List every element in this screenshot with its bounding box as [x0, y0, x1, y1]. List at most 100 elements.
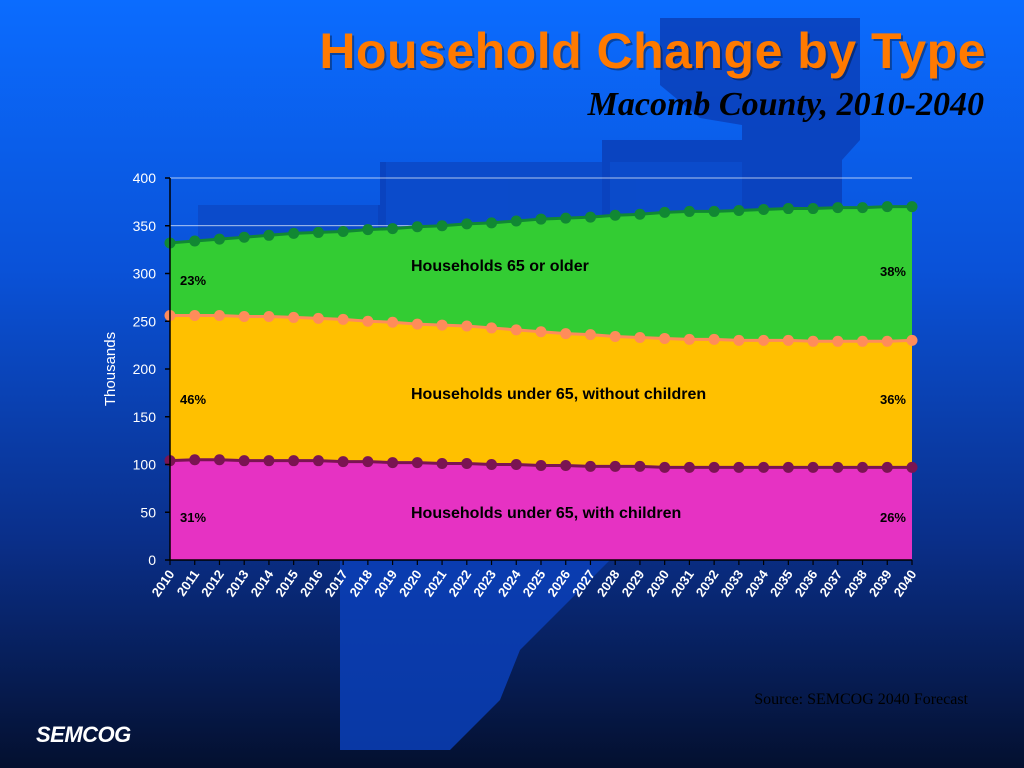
end-share-label: 38% — [880, 264, 906, 279]
data-point-series-1 — [535, 326, 547, 338]
data-point-series-0 — [486, 459, 498, 470]
data-point-series-2 — [758, 204, 770, 216]
data-point-series-0 — [634, 460, 646, 472]
data-point-series-0 — [758, 461, 770, 473]
data-point-series-2 — [807, 203, 819, 215]
data-point-series-2 — [238, 231, 250, 243]
data-point-series-0 — [609, 460, 621, 472]
page-title: Household Change by Type — [319, 23, 986, 79]
x-tick-label: 2018 — [346, 567, 375, 599]
x-tick-label: 2034 — [742, 566, 771, 599]
x-tick-label: 2039 — [866, 567, 895, 599]
data-point-series-1 — [337, 313, 349, 325]
start-share-label: 23% — [180, 273, 206, 288]
area-fill-series-2 — [170, 206, 912, 342]
data-point-series-0 — [263, 455, 275, 467]
data-point-series-2 — [733, 204, 745, 216]
data-point-series-0 — [510, 459, 522, 470]
data-point-series-0 — [584, 460, 596, 472]
x-tick-label: 2028 — [594, 567, 623, 599]
data-point-series-2 — [213, 233, 225, 245]
x-tick-label: 2017 — [322, 567, 351, 599]
data-point-series-2 — [189, 235, 201, 247]
data-point-series-2 — [584, 211, 596, 223]
x-tick-label: 2020 — [396, 567, 425, 599]
data-point-series-1 — [510, 324, 522, 336]
data-point-series-1 — [807, 335, 819, 347]
data-point-series-0 — [189, 454, 201, 466]
data-point-series-2 — [906, 201, 918, 213]
data-point-series-0 — [782, 461, 794, 473]
x-tick-label: 2035 — [767, 567, 796, 599]
x-tick-label: 2024 — [495, 566, 524, 599]
data-point-series-0 — [807, 461, 819, 473]
y-tick-label: 150 — [133, 409, 157, 425]
data-point-series-1 — [683, 333, 695, 345]
x-tick-label: 2031 — [668, 567, 697, 599]
y-tick-label: 100 — [133, 457, 157, 473]
data-point-series-0 — [906, 461, 918, 473]
data-point-series-1 — [238, 310, 250, 322]
x-tick-label: 2013 — [223, 567, 252, 599]
data-point-series-1 — [832, 335, 844, 347]
data-point-series-1 — [436, 319, 448, 331]
data-point-series-2 — [510, 215, 522, 227]
y-tick-label: 50 — [140, 504, 156, 520]
x-tick-label: 2026 — [544, 567, 573, 599]
y-tick-label: 200 — [133, 361, 157, 377]
area-fill-series-1 — [170, 315, 912, 468]
data-point-series-2 — [634, 208, 646, 220]
data-point-series-1 — [659, 332, 671, 344]
start-share-label: 46% — [180, 392, 206, 407]
data-point-series-2 — [436, 220, 448, 232]
data-point-series-0 — [461, 458, 473, 470]
data-point-series-0 — [857, 461, 869, 473]
page-subtitle: Macomb County, 2010-2040 — [587, 86, 984, 123]
y-tick-label: 400 — [133, 170, 157, 186]
y-tick-label: 300 — [133, 266, 157, 282]
data-point-series-0 — [659, 461, 671, 473]
y-tick-label: 350 — [133, 218, 157, 234]
x-tick-label: 2022 — [445, 567, 474, 599]
x-tick-label: 2040 — [891, 567, 920, 599]
x-tick-label: 2010 — [149, 567, 178, 599]
data-point-series-1 — [362, 315, 374, 327]
y-tick-label: 250 — [133, 313, 157, 329]
data-point-series-0 — [733, 461, 745, 473]
data-point-series-1 — [486, 322, 498, 334]
data-point-series-1 — [708, 333, 720, 345]
x-tick-label: 2015 — [272, 567, 301, 599]
data-point-series-0 — [881, 461, 893, 473]
data-point-series-0 — [238, 455, 250, 467]
data-point-series-1 — [857, 335, 869, 347]
data-point-series-2 — [708, 205, 720, 217]
x-tick-label: 2032 — [693, 567, 722, 599]
data-point-series-1 — [461, 320, 473, 332]
x-tick-label: 2016 — [297, 567, 326, 599]
data-point-series-1 — [189, 310, 201, 322]
x-tick-label: 2027 — [569, 567, 598, 599]
data-point-series-2 — [312, 226, 324, 238]
data-point-series-0 — [362, 456, 374, 468]
x-tick-label: 2014 — [248, 566, 277, 599]
data-point-series-0 — [683, 461, 695, 473]
data-point-series-2 — [387, 223, 399, 235]
data-point-series-1 — [213, 310, 225, 322]
data-point-series-2 — [881, 201, 893, 213]
data-point-series-1 — [288, 311, 300, 323]
data-point-series-2 — [486, 217, 498, 229]
data-point-series-1 — [758, 334, 770, 346]
data-point-series-0 — [312, 455, 324, 467]
data-point-series-1 — [263, 310, 275, 322]
data-point-series-1 — [634, 331, 646, 343]
x-tick-label: 2023 — [470, 567, 499, 599]
x-tick-label: 2029 — [619, 567, 648, 599]
data-point-series-2 — [659, 206, 671, 218]
data-point-series-1 — [609, 331, 621, 343]
y-tick-label: 0 — [148, 552, 156, 568]
data-point-series-0 — [535, 459, 547, 471]
data-point-series-0 — [213, 454, 225, 466]
data-point-series-2 — [362, 224, 374, 236]
data-point-series-2 — [411, 221, 423, 233]
